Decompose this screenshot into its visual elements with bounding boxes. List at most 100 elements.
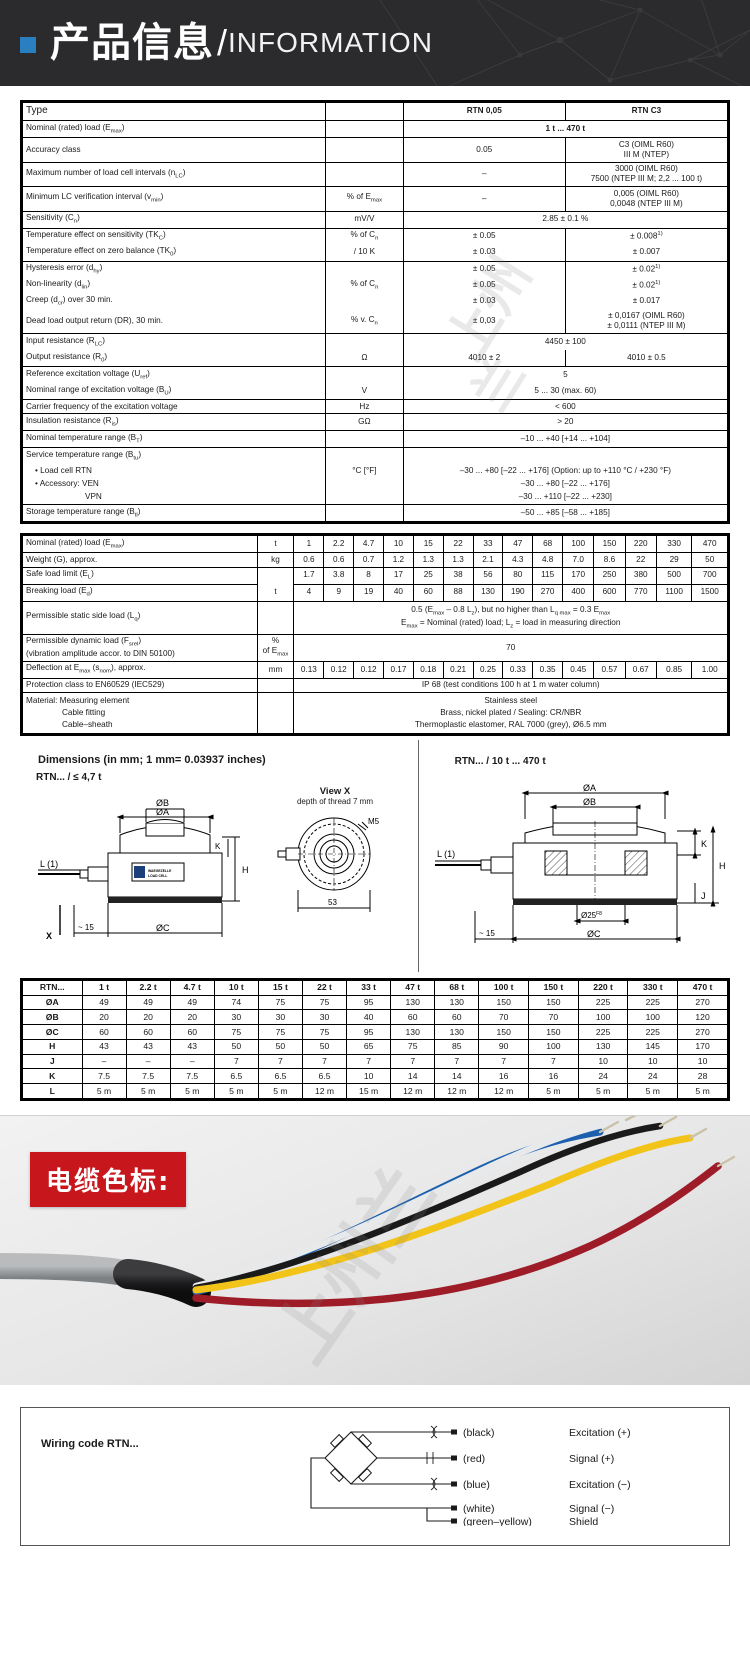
row-value-c2: ± 0.021): [564, 260, 729, 278]
cell: 7: [257, 1053, 303, 1070]
wire-color-4: (green–yellow): [463, 1516, 532, 1526]
dimensions-title: Dimensions (in mm; 1 mm= 0.03937 inches): [38, 753, 266, 766]
cell: 6.5: [301, 1068, 348, 1085]
cell: 7: [301, 1053, 348, 1070]
cell: 5 m: [213, 1083, 259, 1099]
cell: 190: [502, 583, 534, 602]
dim-table-row: J – – – 7 7 7 7 7 7 7 7 10 10 10: [22, 1053, 728, 1070]
row-label: Service temperature range (Btu): [21, 447, 327, 465]
cell: 145: [627, 1038, 679, 1055]
dim-label-H: H: [242, 865, 249, 875]
load-row-breaking: Breaking load (Ed) t 4 9 19 40 60 88 130…: [22, 583, 728, 602]
cell: 0.13: [293, 660, 325, 679]
row-unit: % v. Cn: [325, 309, 404, 335]
row-unit: GΩ: [325, 413, 404, 432]
cell: 75: [301, 994, 348, 1011]
row-value-c1: 4010 ± 2: [402, 350, 566, 368]
row-unit: [256, 600, 295, 635]
cell: 68: [532, 535, 564, 554]
wire-function-0: Excitation (+): [569, 1427, 631, 1439]
cell: 150: [478, 1024, 530, 1040]
row-label: Sensitivity (Cn): [21, 210, 327, 229]
cell: 0.35: [532, 660, 564, 679]
spec-row-nominal-excitation: Nominal range of excitation voltage (BU)…: [21, 383, 729, 401]
row-unit: [325, 161, 404, 188]
cell: 1.3: [412, 552, 444, 568]
load-row-protection-class: Protection class to EN60529 (IEC529) IP …: [22, 677, 728, 694]
row-value: 2.85 ± 0.1 %: [402, 210, 729, 229]
row-value-c2: ± 0.0081): [564, 227, 729, 245]
dim-header-14: 470 t: [677, 979, 728, 996]
cell: 270: [677, 1024, 728, 1040]
dim-label-J: J: [701, 891, 706, 901]
cell: –: [169, 1053, 215, 1070]
dim-header-0: RTN...: [22, 979, 83, 996]
cell: 43: [81, 1038, 127, 1055]
cell: 47: [502, 535, 534, 554]
row-unit: V: [325, 383, 404, 401]
cell: 60: [125, 1024, 171, 1040]
cell: 16: [478, 1068, 530, 1085]
cell: 500: [655, 566, 693, 585]
row-value: –30 ... +110 [–22 ... +230]: [402, 490, 729, 506]
row-value-c2: ± 0.007: [564, 244, 729, 262]
cell: 270: [532, 583, 564, 602]
row-unit: % of Cn: [325, 277, 404, 294]
dim-label-M5: M5: [368, 817, 380, 826]
row-unit: [325, 477, 404, 491]
cell: 130: [472, 583, 504, 602]
cell: 7: [478, 1053, 530, 1070]
wire-function-2: Excitation (−): [569, 1479, 631, 1491]
spec-row-storage-temp: Storage temperature range (Btl) –50 ... …: [21, 504, 729, 523]
spec-row-tk-sensitivity: Temperature effect on sensitivity (TKC) …: [21, 227, 729, 245]
dimensions-left-subtitle: RTN... / ≤ 4,7 t: [36, 771, 102, 783]
cell: 150: [478, 994, 530, 1011]
row-unit: % of Emax: [325, 186, 404, 212]
specification-table-wrapper: Type RTN 0,05 RTN C3 Nominal (rated) loa…: [20, 100, 730, 525]
wheatstone-bridge-diagram: (black) (red) (blue) (white) (green–yell…: [310, 1425, 631, 1528]
row-label: Temperature effect on zero balance (TK0): [21, 244, 327, 262]
row-value: < 600: [402, 399, 729, 415]
datasheet-body: 上州 兰 Type RTN 0,05 RTN C3 Nominal (rated…: [0, 86, 750, 1101]
row-label: Storage temperature range (Btl): [21, 504, 327, 523]
dim-row-label: H: [22, 1038, 83, 1055]
cell: 40: [383, 583, 414, 602]
plate-text-2: LOAD CELL: [148, 874, 167, 878]
dim-header-10: 100 t: [478, 979, 530, 996]
spec-row-nonlinearity: Non-linearity (dlin) % of Cn ± 0.05 ± 0.…: [21, 277, 729, 294]
cell: 20: [169, 1009, 215, 1026]
wiring-code-box: Wiring code RTN...: [20, 1406, 730, 1546]
dim-header-9: 68 t: [434, 979, 480, 996]
cell: 225: [577, 1024, 629, 1040]
row-value-blank: [402, 447, 729, 465]
cell: 60: [412, 583, 444, 602]
row-label: Insulation resistance (Ris): [21, 413, 327, 432]
cell: 7: [528, 1053, 579, 1070]
cell: 100: [528, 1038, 579, 1055]
row-value: IP 68 (test conditions 100 h at 1 m wate…: [293, 677, 728, 694]
cell: 5 m: [125, 1083, 171, 1099]
cell: 225: [627, 1024, 679, 1040]
wire-color-2: (blue): [463, 1479, 490, 1491]
row-value: 0.5 (Emax – 0.8 Lz), but no higher than …: [293, 600, 728, 635]
cell: 0.25: [472, 660, 504, 679]
row-unit: [325, 119, 404, 139]
cell: 0.17: [383, 660, 414, 679]
cell: 65: [346, 1038, 392, 1055]
cell: 60: [434, 1009, 480, 1026]
cell: 30: [213, 1009, 259, 1026]
cell: 95: [346, 1024, 392, 1040]
row-value: > 20: [402, 413, 729, 432]
cell: 3.8: [323, 566, 355, 585]
cell: 1: [293, 535, 325, 554]
row-label: Material: Measuring element Cable fittin…: [22, 692, 258, 734]
dimension-left-panel: Dimensions (in mm; 1 mm= 0.03937 inches)…: [20, 740, 418, 972]
row-label: Temperature effect on sensitivity (TKC): [21, 227, 327, 245]
cell: 85: [434, 1038, 480, 1055]
dim-label-B: ØB: [583, 797, 596, 807]
spec-row-max-intervals: Maximum number of load cell intervals (n…: [21, 161, 729, 188]
spec-header-row: Type RTN 0,05 RTN C3: [21, 102, 729, 121]
spec-row-service-temp-ven: • Accessory: VEN –30 ... +80 [–22 ... +1…: [21, 477, 729, 491]
material-value-1: Stainless steel: [484, 695, 538, 705]
page-header-banner: 产品信息 / INFORMATION: [0, 0, 750, 86]
